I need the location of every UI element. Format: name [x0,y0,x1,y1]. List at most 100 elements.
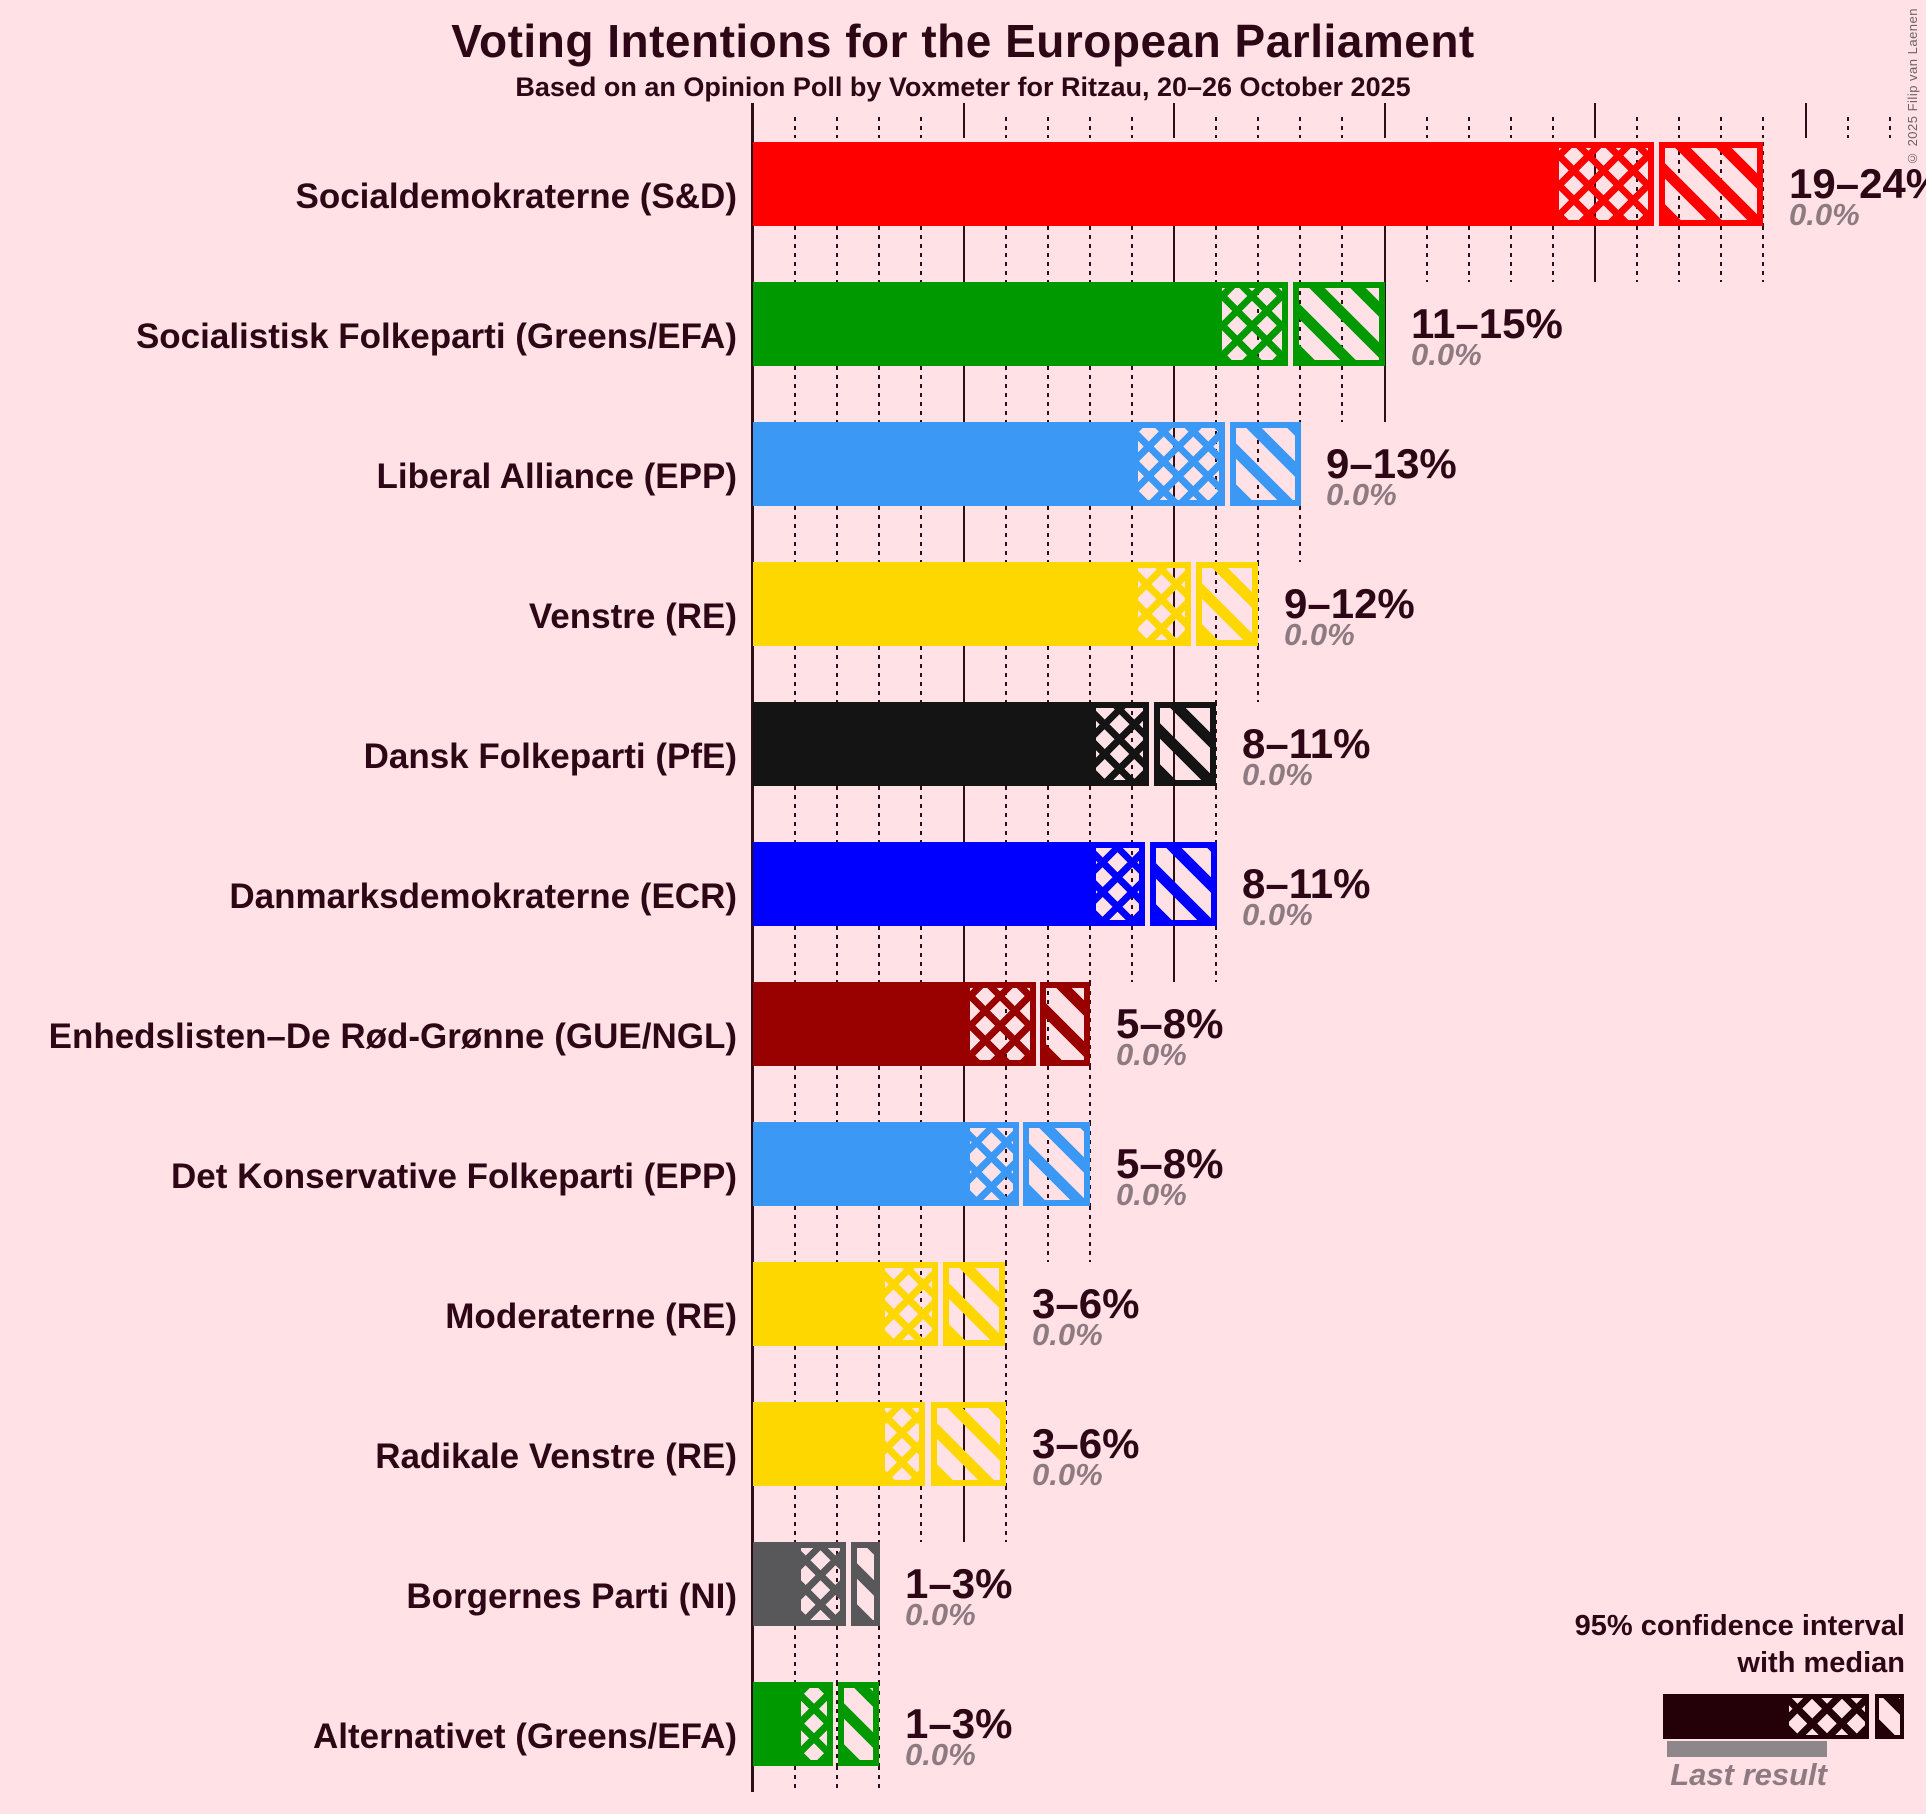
range-label: 1–3% [905,1700,1013,1747]
gridline-minor [1215,646,1217,702]
gridline-minor [1005,1486,1007,1542]
gridline-minor [920,786,922,842]
gridline-minor [920,926,922,982]
gridline-major [1173,366,1175,422]
gridline-minor [1131,646,1133,702]
bar-segment-solid [753,982,964,1066]
gridline-minor [878,786,880,842]
party-label: Enhedslisten–De Rød-Grønne (GUE/NGL) [48,1017,737,1056]
gridline-minor [1089,982,1091,1066]
last-result-label: 0.0% [1116,1177,1187,1212]
gridline-major [1173,646,1175,702]
bar-segment-ci-upper [1150,842,1217,926]
gridline-minor [836,366,838,422]
axis-major-tick [1594,103,1596,138]
gridline-minor [1299,506,1301,562]
last-result-label: 0.0% [1326,477,1397,512]
gridline-minor [1468,226,1470,282]
range-label: 5–8% [1116,1000,1224,1047]
legend-title: 95% confidence interval with median [1575,1608,1905,1682]
gridline-minor [1047,366,1049,422]
gridline-minor [1299,226,1301,282]
gridline-minor [1257,506,1259,562]
bar-segment-solid [753,1262,879,1346]
gridline-major [1173,226,1175,282]
last-result-label: 0.0% [1242,757,1313,792]
gridline-minor [878,1066,880,1122]
bar-segment-solid [753,1122,964,1206]
gridline-minor [920,1486,922,1542]
gridline-minor [794,926,796,982]
party-label: Borgernes Parti (NI) [406,1577,737,1616]
gridline-minor [836,786,838,842]
gridline-minor [794,506,796,562]
axis-minor-tick [1299,117,1301,138]
bar-segment-solid [753,562,1132,646]
gridline-minor [920,506,922,562]
bar-segment-ci-upper [1293,282,1385,366]
bar-segment-ci-upper [1023,1122,1090,1206]
party-label: Danmarksdemokraterne (ECR) [229,877,737,916]
gridline-minor [836,226,838,282]
gridline-minor [1636,226,1638,282]
gridline-minor [1005,506,1007,562]
last-result-label: 0.0% [1411,337,1482,372]
gridline-minor [1215,786,1217,842]
axis-major-tick [1384,103,1386,138]
axis-major-tick [1805,103,1807,138]
gridline-major [963,786,965,842]
gridline-major [1173,786,1175,842]
gridline-minor [1047,646,1049,702]
bar-segment-solid [753,702,1090,786]
axis-minor-tick [1426,117,1428,138]
gridline-minor [1005,1346,1007,1402]
gridline-major [1173,926,1175,982]
gridline-minor [1131,786,1133,842]
bar-segment-ci-lower [1216,282,1288,366]
axis-minor-tick [794,117,796,138]
last-result-label: 0.0% [1284,617,1355,652]
gridline-minor [1257,366,1259,422]
last-result-label: 0.0% [1242,897,1313,932]
gridline-major [963,926,965,982]
gridline-minor [794,1626,796,1682]
bar-segment-ci-upper [931,1402,1006,1486]
gridline-minor [1047,1206,1049,1262]
party-label: Socialdemokraterne (S&D) [295,177,737,216]
gridline-minor [1257,646,1259,702]
gridline-minor [836,1486,838,1542]
bar-segment-ci-lower [964,1122,1019,1206]
chart-subtitle: Based on an Opinion Poll by Voxmeter for… [515,72,1411,102]
gridline-minor [794,786,796,842]
bar-segment-ci-lower [1132,422,1225,506]
gridline-minor [1762,226,1764,282]
gridline-minor [794,1486,796,1542]
gridline-minor [878,1682,880,1766]
range-label: 5–8% [1116,1140,1224,1187]
gridline-minor [878,1346,880,1402]
axis-minor-tick [836,117,838,138]
range-label: 11–15% [1411,300,1563,347]
axis-minor-tick [878,117,880,138]
range-label: 3–6% [1032,1420,1140,1467]
range-label: 9–12% [1284,580,1415,627]
gridline-minor [794,1206,796,1262]
last-result-label: 0.0% [1116,1037,1187,1072]
bar-segment-solid [753,842,1090,926]
gridline-minor [1089,1122,1091,1206]
gridline-minor [1678,226,1680,282]
gridline-major [1384,282,1386,366]
gridline-minor [1131,226,1133,282]
gridline-major [963,1346,965,1402]
gridline-minor [920,1346,922,1402]
bar-segment-solid [753,1402,879,1486]
party-label: Alternativet (Greens/EFA) [313,1717,737,1756]
gridline-minor [1047,1066,1049,1122]
axis-minor-tick [920,117,922,138]
legend-last-result-bar [1667,1741,1827,1757]
gridline-minor [1720,226,1722,282]
gridline-minor [1005,1402,1007,1486]
gridline-minor [1005,226,1007,282]
axis-minor-tick [1678,117,1680,138]
party-label: Liberal Alliance (EPP) [376,457,737,496]
